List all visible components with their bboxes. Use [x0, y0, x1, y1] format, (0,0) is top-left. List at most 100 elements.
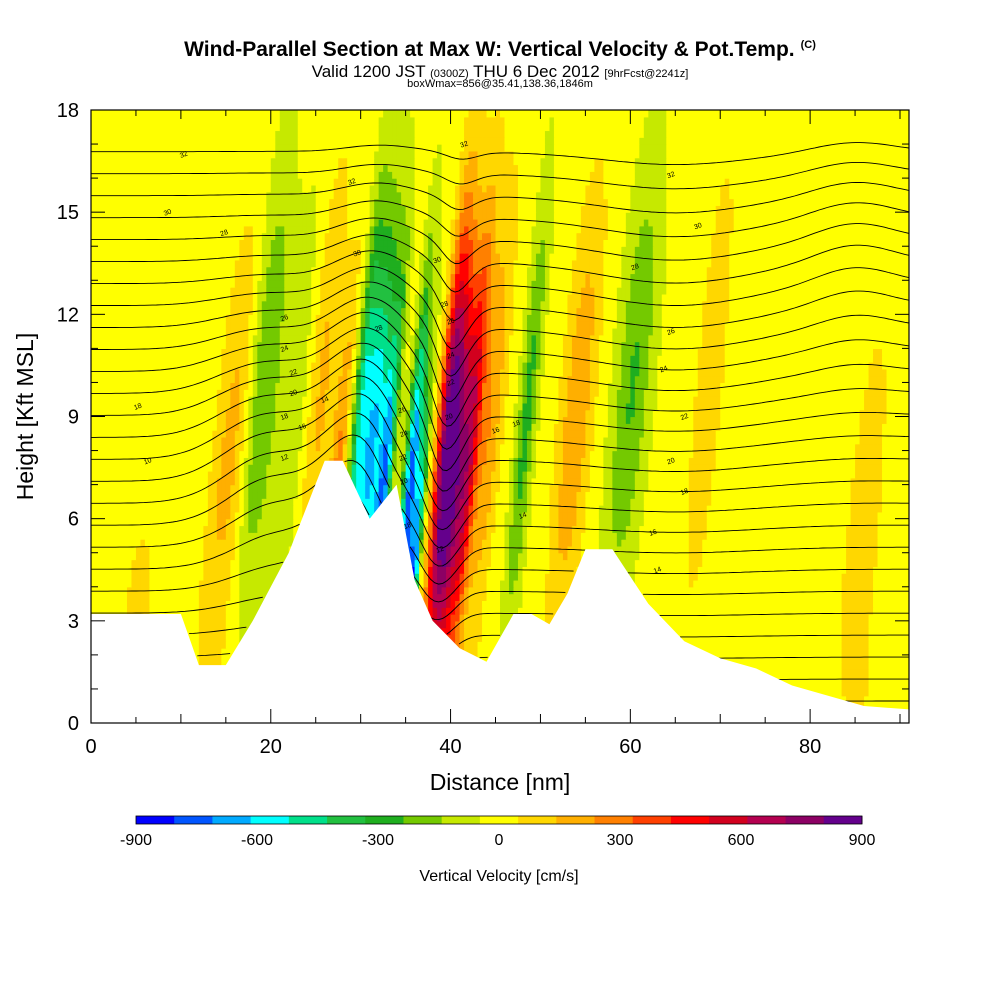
heatmap-cell	[176, 539, 182, 547]
heatmap-cell	[513, 586, 519, 595]
heatmap-cell	[243, 586, 249, 595]
heatmap-cell	[846, 593, 852, 601]
heatmap-cell	[203, 648, 209, 656]
heatmap-cell	[661, 600, 667, 608]
heatmap-cell	[171, 579, 177, 588]
heatmap-cell	[661, 607, 667, 615]
heatmap-cell	[801, 579, 807, 588]
heatmap-cell	[837, 607, 843, 615]
heatmap-cell	[747, 545, 753, 554]
heatmap-cell	[855, 620, 861, 629]
heatmap-cell	[787, 648, 793, 656]
heatmap-cell	[783, 539, 789, 547]
heatmap-cell	[675, 614, 681, 622]
heatmap-cell	[428, 539, 434, 547]
heatmap-cell	[140, 566, 146, 574]
heatmap-cell	[508, 586, 515, 595]
heatmap-cell	[891, 620, 897, 629]
heatmap-cell	[882, 573, 888, 581]
heatmap-cell	[95, 593, 101, 601]
heatmap-cell	[643, 552, 649, 561]
heatmap-cell	[216, 545, 222, 554]
heatmap-cell	[724, 579, 730, 588]
heatmap-cell	[194, 579, 200, 588]
heatmap-cell	[423, 552, 429, 561]
heatmap-cell	[796, 545, 802, 554]
heatmap-cell	[203, 634, 209, 642]
heatmap-cell	[455, 600, 461, 608]
heatmap-cell	[828, 586, 834, 595]
heatmap-cell	[729, 654, 735, 663]
heatmap-cell	[747, 661, 753, 670]
heatmap-cell	[482, 586, 488, 595]
heatmap-cell	[711, 620, 717, 629]
heatmap-cell	[864, 566, 870, 574]
heatmap-cell	[221, 586, 227, 595]
heatmap-cell	[774, 668, 780, 676]
heatmap-cell	[733, 573, 739, 581]
heatmap-cell	[185, 620, 191, 629]
heatmap-cell	[279, 545, 285, 554]
heatmap-cell	[805, 682, 811, 690]
heatmap-cell	[796, 552, 802, 561]
heatmap-cell	[846, 566, 852, 574]
heatmap-cell	[122, 593, 128, 601]
heatmap-cell	[252, 545, 258, 554]
heatmap-cell	[837, 627, 843, 636]
heatmap-cell	[473, 648, 479, 656]
heatmap-cell	[198, 573, 204, 581]
heatmap-cell	[198, 566, 204, 574]
heatmap-cell	[868, 593, 874, 601]
heatmap-cell	[122, 573, 128, 581]
heatmap-cell	[270, 559, 276, 567]
heatmap-cell	[257, 539, 263, 547]
heatmap-cell	[500, 573, 506, 581]
heatmap-cell	[149, 600, 155, 608]
heatmap-cell	[207, 607, 213, 615]
heatmap-cell	[135, 545, 142, 554]
heatmap-cell	[540, 586, 546, 595]
heatmap-cell	[257, 586, 263, 595]
heatmap-cell	[486, 641, 492, 649]
heatmap-cell	[702, 593, 708, 601]
heatmap-cell	[769, 620, 775, 629]
heatmap-cell	[450, 586, 456, 595]
heatmap-cell	[108, 566, 115, 574]
heatmap-cell	[670, 559, 676, 567]
heatmap-cell	[828, 593, 834, 601]
heatmap-cell	[131, 600, 137, 608]
heatmap-cell	[900, 566, 906, 574]
heatmap-cell	[500, 539, 506, 547]
heatmap-cell	[455, 559, 461, 567]
heatmap-cell	[194, 573, 200, 581]
heatmap-cell	[742, 654, 748, 663]
heatmap-cell	[464, 634, 470, 642]
heatmap-cell	[801, 545, 807, 554]
heatmap-cell	[715, 607, 721, 615]
heatmap-cell	[805, 641, 811, 649]
heatmap-cell	[198, 552, 204, 561]
heatmap-cell	[891, 688, 897, 697]
heatmap-cell	[886, 614, 892, 622]
heatmap-cell	[162, 600, 168, 608]
heatmap-cell	[428, 586, 434, 595]
heatmap-cell	[724, 539, 730, 547]
heatmap-cell	[693, 614, 699, 622]
heatmap-cell	[455, 586, 461, 595]
heatmap-cell	[194, 654, 200, 663]
heatmap-cell	[864, 641, 870, 649]
heatmap-cell	[144, 600, 151, 608]
heatmap-cell	[891, 600, 897, 608]
heatmap-cell	[95, 552, 101, 561]
heatmap-cell	[652, 545, 658, 554]
heatmap-cell	[675, 586, 681, 595]
heatmap-cell	[459, 539, 465, 547]
heatmap-cell	[216, 654, 222, 663]
heatmap-cell	[180, 559, 186, 567]
heatmap-cell	[482, 573, 488, 581]
heatmap-cell	[679, 539, 685, 547]
heatmap-cell	[221, 654, 227, 663]
heatmap-cell	[810, 586, 816, 595]
heatmap-cell	[846, 552, 852, 561]
heatmap-cell	[531, 607, 537, 615]
